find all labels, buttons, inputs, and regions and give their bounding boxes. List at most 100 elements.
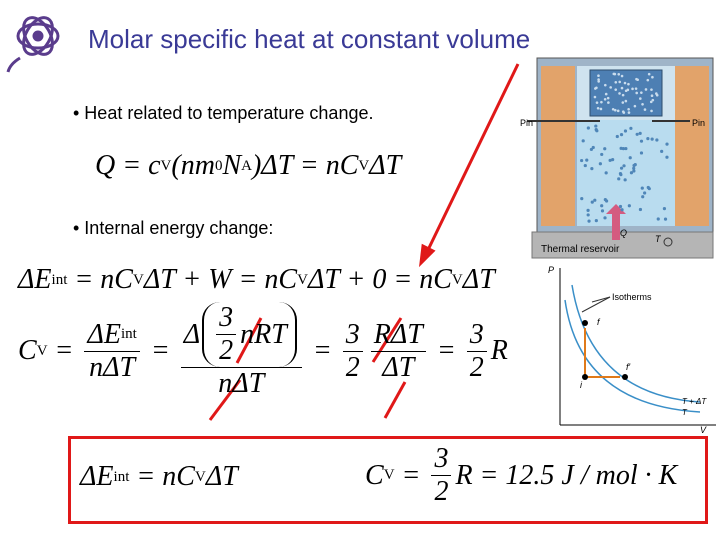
subscript: int: [113, 468, 130, 485]
label: Q: [620, 228, 627, 238]
dot: [647, 72, 651, 76]
dot: [631, 87, 634, 91]
math-text: ΔT: [462, 264, 495, 295]
dot: [581, 139, 585, 143]
dot: [620, 74, 624, 78]
math-text: (nm: [171, 150, 215, 181]
dot: [596, 106, 600, 110]
math-text: =: [47, 335, 81, 366]
dot: [627, 82, 630, 86]
dot: [593, 198, 597, 202]
dot: [633, 104, 637, 108]
subscript: V: [132, 271, 144, 288]
numerator: Δ 3 2 nRT: [180, 302, 302, 368]
math-text: = nC: [129, 461, 195, 492]
math-text: =: [143, 335, 177, 366]
pv-figure: P V Isotherms f f′ i T + ΔT T: [548, 265, 716, 435]
dot: [627, 204, 631, 208]
math-text: Δ: [183, 318, 201, 350]
dot: [624, 89, 628, 93]
dot: [623, 129, 628, 133]
math-text: = nC: [67, 264, 133, 295]
dot: [662, 206, 667, 211]
dot: [627, 111, 631, 114]
math-text: 2: [219, 335, 234, 366]
math-text: ΔT: [369, 150, 402, 181]
dot: [639, 139, 644, 143]
math-text: 2: [469, 351, 484, 383]
dot: [643, 108, 647, 111]
denominator: 2: [343, 352, 363, 384]
numerator: 3: [466, 319, 487, 352]
subscript: V: [358, 157, 370, 174]
dot: [586, 208, 590, 212]
dot: [580, 158, 584, 163]
dot: [603, 216, 607, 220]
dot: [650, 109, 653, 113]
dot: [619, 133, 624, 137]
math-text: =: [429, 335, 463, 366]
dot: [593, 95, 597, 99]
subscript: int: [51, 271, 68, 288]
numerator: 3: [342, 319, 363, 352]
dot: [646, 78, 650, 82]
dot: [634, 87, 638, 90]
dot: [632, 166, 636, 170]
dot: [594, 87, 597, 90]
cylinder-figure: Pin Pin Q T Thermal reservoir: [520, 57, 714, 259]
math-text: C: [365, 459, 384, 491]
dot: [663, 217, 668, 221]
dot: [604, 92, 608, 96]
dot: [603, 147, 607, 151]
dot: [639, 151, 644, 155]
dot: [594, 127, 598, 132]
subscript: V: [194, 468, 206, 485]
dot: [633, 162, 637, 167]
label: T + ΔT: [682, 397, 707, 406]
dot: [656, 217, 660, 221]
math-text: 3: [434, 443, 449, 474]
dot: [600, 204, 604, 208]
label: Isotherms: [612, 292, 652, 302]
dot: [646, 137, 650, 141]
title: Molar specific heat at constant volume: [88, 24, 531, 54]
subscript: V: [36, 342, 48, 359]
annotations: [208, 63, 520, 421]
math-text: ΔT: [382, 351, 415, 383]
subscript: V: [451, 271, 463, 288]
math-text: R = 12.5 J / mol · K: [455, 459, 678, 491]
dot: [595, 101, 599, 104]
numerator: RΔT: [370, 318, 426, 352]
dot: [624, 146, 628, 151]
dot: [615, 134, 619, 139]
dot: [629, 126, 633, 130]
dot: [598, 162, 602, 166]
math-text: ΔT + 0 = nC: [307, 264, 452, 295]
dot: [641, 195, 645, 199]
math-text: ΔE: [87, 318, 121, 350]
dot: [617, 177, 621, 181]
dot: [590, 200, 594, 204]
dot: [590, 167, 594, 171]
denominator: 2: [467, 352, 487, 384]
fraction: RΔT ΔT: [370, 318, 426, 384]
dot: [640, 91, 643, 94]
numerator: ΔE int: [84, 318, 140, 352]
dot: [655, 138, 659, 142]
dot: [620, 208, 624, 212]
bullet: • Heat related to temperature change.: [73, 103, 374, 123]
math-text: RΔT: [373, 318, 423, 350]
math-text: =: [394, 459, 428, 491]
dot: [585, 158, 589, 162]
math-text: =: [305, 335, 339, 366]
subscript: int: [120, 326, 137, 342]
dot: [635, 132, 639, 136]
label: i: [580, 380, 583, 390]
label: f: [597, 317, 601, 327]
dot: [660, 149, 664, 153]
dot: [600, 100, 603, 104]
